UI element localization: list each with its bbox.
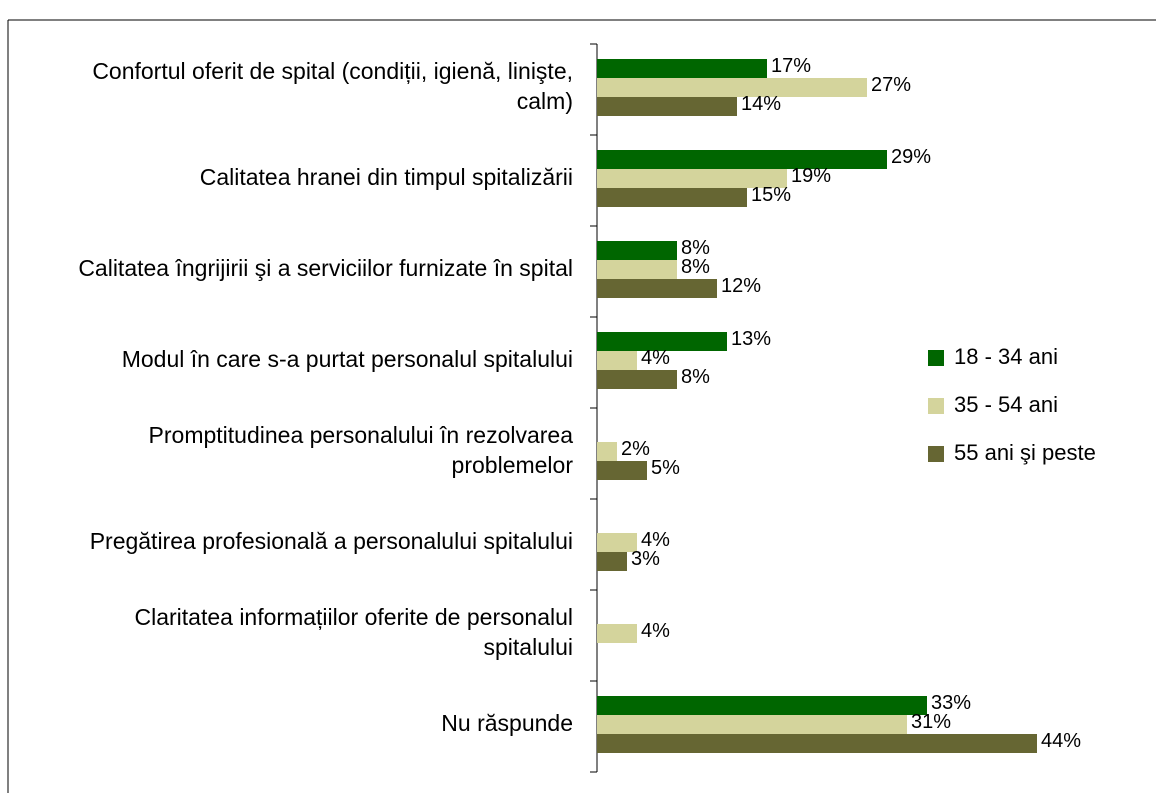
category-label: Pregătirea profesională a personalului s… [89,527,573,554]
bar [597,59,767,78]
legend-swatch [928,350,944,366]
bar [597,715,907,734]
bar [597,552,627,571]
bar [597,279,717,298]
value-label: 8% [681,366,710,388]
bar [597,78,867,97]
value-label: 8% [681,237,710,259]
value-label: 31% [911,711,951,733]
bar [597,351,637,370]
bar [597,188,747,207]
bar [597,624,637,643]
value-label: 44% [1041,730,1081,752]
bar [597,97,737,116]
bar [597,461,647,480]
value-label: 19% [791,165,831,187]
value-label: 4% [641,620,670,642]
bar [597,442,617,461]
category-label: Modul în care s-a purtat personalul spit… [121,345,573,372]
value-label: 4% [641,347,670,369]
category-label: Confortul oferit de spital (condiții, ig… [92,57,573,114]
value-label: 29% [891,146,931,168]
value-label: 12% [721,275,761,297]
bar [597,370,677,389]
bar [597,150,887,169]
bar [597,260,677,279]
bar [597,169,787,188]
legend-swatch [928,446,944,462]
value-label: 17% [771,55,811,77]
value-label: 2% [621,438,650,460]
value-label: 27% [871,74,911,96]
value-label: 8% [681,256,710,278]
value-label: 5% [651,457,680,479]
legend-label: 35 - 54 ani [954,392,1058,417]
bar [597,734,1037,753]
category-label: Promptitudinea personalului în rezolvare… [148,421,573,478]
value-label: 15% [751,184,791,206]
legend-label: 55 ani şi peste [954,440,1096,465]
bar [597,332,727,351]
value-label: 3% [631,548,660,570]
bar [597,533,637,552]
category-label: Calitatea îngrijirii şi a serviciilor fu… [78,254,573,281]
legend-label: 18 - 34 ani [954,344,1058,369]
bar [597,241,677,260]
category-label: Calitatea hranei din timpul spitalizării [199,163,573,190]
bar [597,696,927,715]
value-label: 13% [731,328,771,350]
legend-swatch [928,398,944,414]
category-label: Claritatea informațiilor oferite de pers… [134,603,574,660]
value-label: 33% [931,692,971,714]
value-label: 4% [641,529,670,551]
value-label: 14% [741,93,781,115]
category-label: Nu răspunde [441,709,573,736]
